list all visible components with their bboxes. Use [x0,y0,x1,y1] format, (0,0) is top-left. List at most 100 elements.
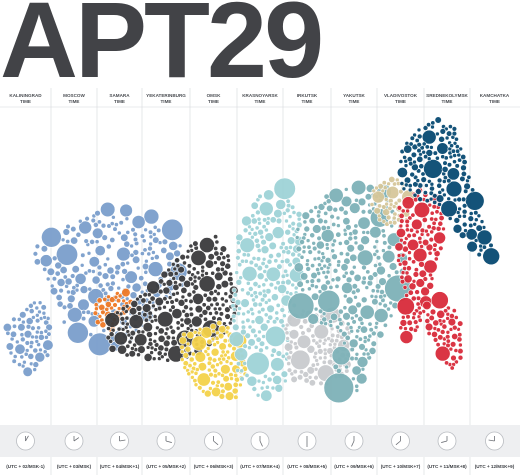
map-bubble [251,386,258,392]
map-bubble [245,309,251,315]
map-bubble [407,250,412,255]
map-bubble [398,159,404,164]
map-bubble [119,261,126,268]
map-bubble [441,226,446,232]
map-bubble [121,288,131,298]
map-bubble [175,320,181,326]
map-bubble [429,210,435,216]
map-bubble [353,240,359,246]
map-bubble [437,334,444,341]
map-bubble [94,245,106,257]
map-bubble [377,261,383,267]
map-bubble [449,365,455,371]
map-bubble [428,190,434,196]
map-bubble [296,216,302,222]
map-bubble [348,325,354,330]
map-bubble [384,201,389,207]
map-bubble [335,231,342,238]
map-bubble [313,324,329,340]
map-bubble [290,375,298,384]
map-bubble [481,244,487,250]
map-bubble [42,315,47,320]
map-bubble [29,340,35,346]
map-bubble [410,212,416,218]
map-bubble [429,181,435,187]
map-bubble [321,311,327,317]
map-bubble [79,285,89,294]
map-bubble [411,259,417,265]
map-bubble [320,283,329,292]
map-bubble [362,335,368,341]
map-bubble [24,340,30,346]
map-bubble [416,155,424,163]
map-bubble [233,394,239,400]
map-bubble [138,275,145,282]
map-bubble [185,249,191,254]
map-bubble [296,221,303,229]
map-bubble [273,258,279,264]
map-bubble [402,154,407,160]
map-bubble [243,258,249,264]
map-bubble [406,233,412,239]
map-bubble [280,370,289,378]
map-bubble [136,329,142,335]
map-bubble [220,349,226,355]
map-bubble [257,228,264,236]
map-bubble [49,287,59,296]
map-bubble [163,339,171,348]
map-bubble [132,236,139,243]
map-bubble [445,329,451,335]
map-bubble [117,293,123,299]
map-bubble [275,217,283,225]
map-bubble [161,238,169,246]
map-bubble [353,223,359,229]
map-bubble [362,339,368,344]
map-bubble [472,222,478,227]
map-bubble [253,262,259,268]
map-bubble [157,334,166,343]
map-bubble [354,388,360,393]
map-bubble [40,304,47,311]
map-bubble [445,342,451,349]
map-bubble [239,376,245,382]
map-bubble [201,302,207,308]
map-bubble [34,334,39,340]
map-bubble [416,133,423,140]
map-bubble [330,277,336,283]
map-bubble [55,293,63,301]
map-bubble [337,240,343,246]
map-bubble [246,351,270,376]
map-bubble [44,334,49,340]
map-bubble [129,243,134,249]
map-bubble [235,278,243,286]
map-bubble [432,337,439,343]
map-bubble [380,188,386,194]
map-bubble [190,375,195,380]
map-bubble [392,211,398,217]
map-bubble [81,309,87,315]
map-bubble [369,226,382,239]
map-bubble [295,226,301,232]
map-bubble [351,283,358,290]
map-bubble [56,278,66,287]
map-bubble [417,239,423,245]
map-bubble [224,306,231,313]
map-bubble [438,135,445,143]
map-bubble [270,347,277,354]
map-bubble [368,346,377,355]
zone-name-suffix: TIME [20,99,31,104]
map-bubble [374,185,379,191]
map-bubble [234,270,239,275]
map-bubble [84,216,90,222]
map-bubble [34,351,46,363]
map-bubble [87,268,93,274]
map-bubble [382,322,388,328]
map-bubble [375,255,382,261]
map-bubble [192,292,204,305]
map-bubble [174,257,180,264]
map-bubble [253,294,259,300]
map-bubble [288,329,300,340]
map-bubble [370,340,377,347]
map-bubble [371,298,379,306]
map-bubble [398,189,404,195]
